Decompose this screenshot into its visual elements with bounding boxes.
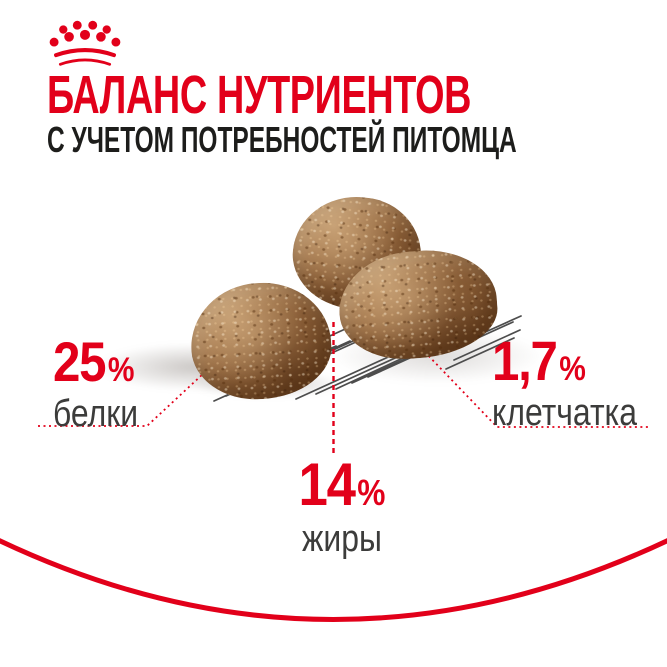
value-number: 25: [53, 330, 107, 393]
nutrient-callout-fiber: 1,7% клетчатка: [492, 333, 665, 434]
value-number: 14: [298, 451, 356, 518]
percent-sign: %: [357, 472, 386, 513]
royal-canin-crown-icon: [49, 20, 121, 66]
value-number: 1,7: [492, 329, 558, 392]
nutrient-callout-fat: 14% жиры: [252, 455, 432, 560]
nutrient-label: белки: [53, 393, 139, 435]
page-title: БАЛАНС НУТРИЕНТОВ: [47, 65, 472, 125]
nutrient-label: жиры: [302, 518, 382, 560]
page-subtitle: С УЧЕТОМ ПОТРЕБНОСТЕЙ ПИТОМЦА: [47, 119, 517, 160]
percent-sign: %: [107, 351, 135, 389]
nutrient-callout-protein: 25% белки: [53, 334, 154, 435]
nutrient-label: клетчатка: [492, 392, 637, 434]
nutrient-value: 25%: [53, 334, 142, 390]
nutrient-value: 14%: [263, 455, 421, 515]
percent-sign: %: [559, 350, 586, 388]
nutrient-value: 1,7%: [492, 333, 644, 389]
